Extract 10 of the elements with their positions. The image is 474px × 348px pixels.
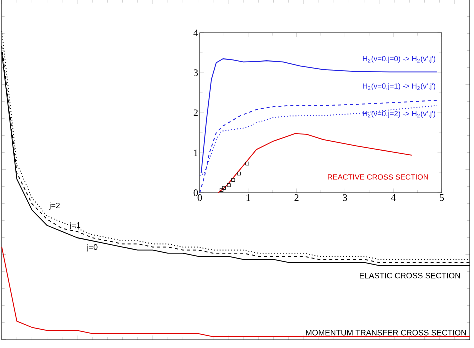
x-tick-label: 1 bbox=[246, 194, 250, 202]
x-tick-label: 3 bbox=[343, 194, 348, 202]
x-tick-label: 5 bbox=[440, 194, 444, 202]
y-tick-label: 2 bbox=[194, 110, 198, 116]
x-tick-label: 2 bbox=[294, 194, 299, 202]
y-tick-label: 0 bbox=[194, 190, 198, 196]
y-tick-label: 3 bbox=[194, 70, 198, 76]
y-tick-label: 4 bbox=[194, 30, 198, 36]
y-tick-label: 1 bbox=[194, 150, 198, 156]
x-tick-label: 4 bbox=[391, 194, 396, 202]
